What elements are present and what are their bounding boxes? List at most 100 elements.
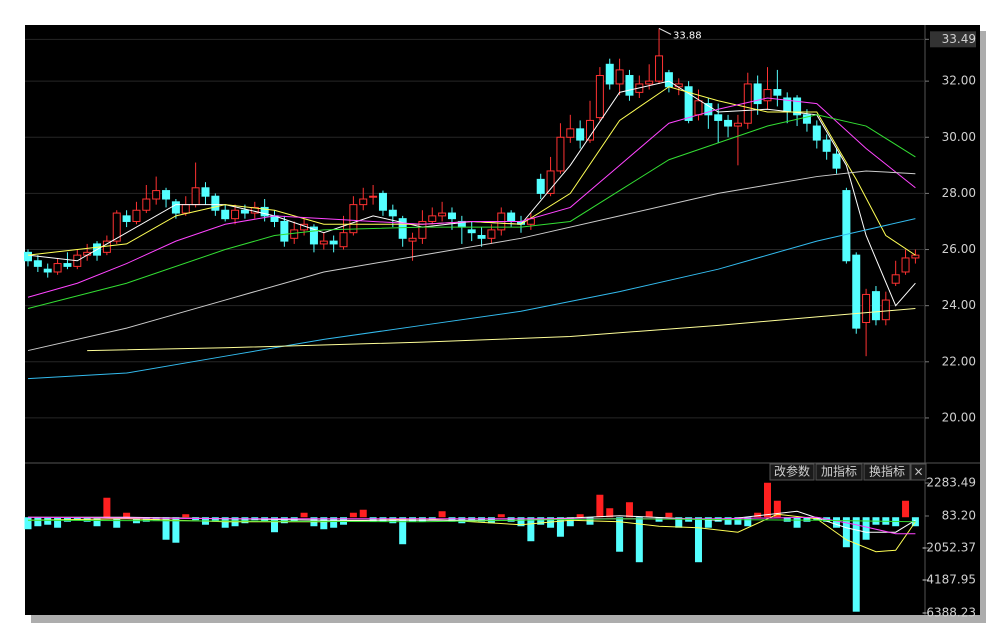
candle-body: [43, 268, 52, 273]
candle-body: [181, 204, 190, 214]
candle-body: [369, 195, 378, 198]
volume-bar: [182, 514, 190, 518]
candle-body: [63, 263, 72, 267]
candle-body: [329, 240, 338, 245]
candle-body: [339, 232, 348, 248]
volume-bar: [517, 517, 525, 527]
average-line: [27, 170, 916, 352]
candle-body: [231, 209, 240, 220]
volume-bar: [625, 502, 633, 518]
volume-bar: [468, 517, 476, 522]
volume-bar: [616, 517, 624, 552]
candle-body: [309, 226, 318, 245]
candle-body: [240, 209, 249, 214]
button[interactable]: [910, 463, 927, 481]
volume-bar: [330, 517, 338, 528]
candle-body: [724, 119, 733, 127]
volume-bar: [842, 517, 850, 548]
candle-body: [793, 97, 802, 116]
candle-body: [378, 192, 387, 211]
volume-bar: [507, 517, 515, 522]
volume-bar: [724, 517, 732, 525]
volume-bar: [556, 517, 564, 537]
candle-body: [704, 103, 713, 116]
volume-bar: [497, 514, 505, 518]
candle-body: [842, 190, 851, 262]
candle-body: [655, 55, 664, 82]
candle-body: [753, 83, 762, 105]
button-label[interactable]: ×: [913, 465, 923, 479]
volume-bar: [783, 517, 791, 522]
volume-bar: [359, 509, 367, 518]
candle-body: [408, 237, 417, 242]
button[interactable]: [815, 463, 863, 481]
volume-bar: [172, 517, 180, 543]
average-line: [27, 518, 916, 523]
candle-body: [507, 212, 516, 222]
volume-bar: [645, 511, 653, 518]
y-tick-label: 32.00: [942, 74, 976, 88]
candle-body: [142, 198, 151, 211]
volume-bar: [221, 517, 229, 528]
candle-body: [191, 187, 200, 206]
y-tick-label: 30.00: [942, 130, 976, 144]
candle-body: [586, 119, 595, 141]
volume-bar: [54, 517, 62, 528]
candle-body: [122, 215, 131, 222]
volume-bar: [606, 508, 614, 518]
volume-bar: [34, 517, 42, 527]
candle-body: [428, 215, 437, 222]
candle-body: [24, 251, 32, 262]
button-label[interactable]: 改参数: [774, 464, 810, 479]
volume-bar: [744, 517, 752, 527]
candle-body: [171, 201, 180, 214]
candle-body: [53, 263, 62, 273]
candle-body: [743, 83, 752, 124]
y-tick-label: 24.00: [942, 298, 976, 312]
volume-bar: [764, 482, 771, 518]
candle-body: [556, 136, 565, 172]
y-tick-label: 28.00: [942, 186, 976, 200]
average-line: [87, 307, 916, 352]
price-box: [930, 31, 976, 48]
button[interactable]: [863, 463, 911, 481]
candle-body: [477, 235, 486, 239]
average-line: [27, 114, 916, 309]
volume-bar: [566, 517, 574, 527]
candle-body: [546, 170, 555, 194]
candle-body: [211, 195, 220, 211]
volume-bar: [24, 517, 32, 530]
candle-body: [862, 293, 871, 324]
volume-bar: [773, 500, 781, 518]
volume-bar: [793, 517, 801, 528]
button-label[interactable]: 加指标: [821, 464, 857, 479]
candle-body: [852, 254, 861, 329]
candle-body: [398, 218, 407, 239]
volume-bar: [271, 517, 278, 533]
y-tick-label: -6388.23: [922, 606, 976, 620]
candle-body: [280, 220, 289, 242]
volume-bar: [902, 500, 910, 518]
volume-bar: [93, 517, 101, 527]
volume-bar: [399, 517, 407, 545]
candle-body: [694, 100, 703, 116]
y-tick-label: 2283.49: [926, 475, 976, 489]
button[interactable]: [769, 463, 815, 481]
volume-bar: [675, 517, 683, 528]
candle-body: [349, 204, 358, 234]
average-line: [27, 86, 916, 256]
y-tick-label: -4187.95: [922, 573, 976, 587]
candle-body: [812, 125, 821, 141]
candle-body: [536, 178, 545, 194]
volume-bar: [211, 517, 219, 522]
volume-bar: [635, 517, 643, 563]
button-label[interactable]: 换指标: [869, 464, 905, 479]
volume-bar: [576, 514, 584, 518]
volume-bar: [478, 517, 486, 522]
candle-body: [664, 72, 673, 88]
average-line: [27, 97, 916, 298]
volume-bar: [152, 517, 160, 521]
candle-body: [418, 220, 427, 239]
volume-bar: [803, 517, 811, 522]
